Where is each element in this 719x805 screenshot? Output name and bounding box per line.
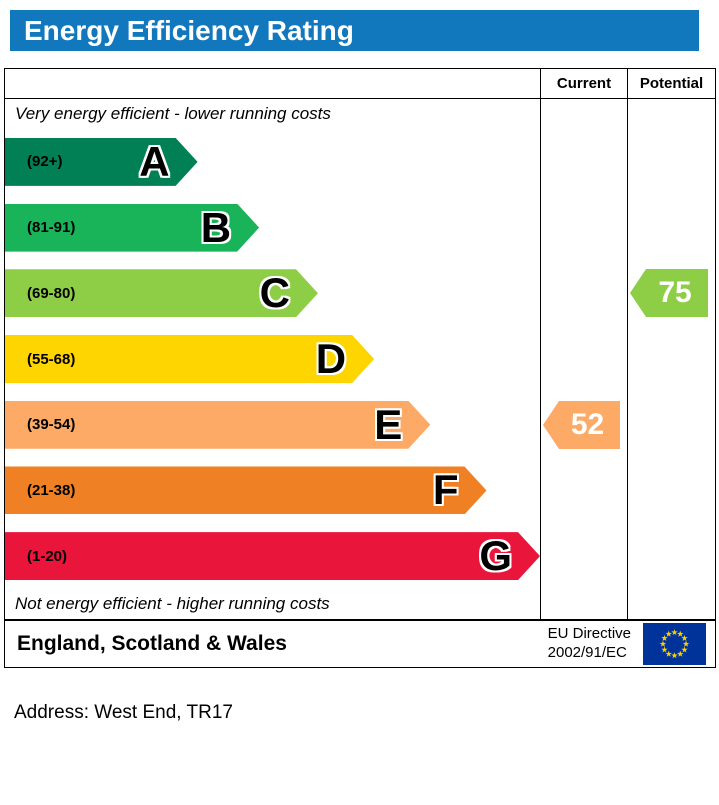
bottom-note: Not energy efficient - higher running co… [15,594,330,613]
current-column: 52 [540,99,627,619]
band-c-letter: C [259,269,290,317]
energy-rating-chart: Current Potential Very energy efficient … [4,68,716,620]
band-c-arrow: (69-80) C [5,269,318,317]
band-f-letter: F [432,466,459,514]
band-g-letter: G [479,532,512,580]
band-b-arrow: (81-91) B [5,204,259,252]
band-row-e: (39-54) E [5,392,540,458]
band-d-letter: D [315,335,347,383]
address-line: Address: West End, TR17 [14,702,233,723]
band-b-letter: B [200,203,232,251]
eu-flag-icon [643,623,706,665]
eu-directive-label: EU Directive 2002/91/EC [548,625,631,663]
chart-header-row: Current Potential [5,69,715,99]
band-list: (92+) A (81-91) B (69-80) C [5,129,540,589]
chart-body: Very energy efficient - lower running co… [5,99,715,619]
eu-directive-line1: EU Directive [547,625,631,643]
potential-rating-indicator: 75 [630,269,708,317]
band-b-range: (81-91) [27,219,76,237]
band-d-arrow: (55-68) D [5,335,374,383]
potential-rating-value: 75 [658,276,692,309]
band-d-range: (55-68) [27,350,76,368]
band-e-letter: E [374,400,403,448]
band-row-f: (21-38) F [5,458,540,524]
band-c-range: (69-80) [27,284,76,302]
page-title: Energy Efficiency Rating [24,14,354,46]
band-f-range: (21-38) [27,481,76,499]
band-g-range: (1-20) [27,547,68,565]
band-row-c: (69-80) C [5,260,540,326]
band-column: Very energy efficient - lower running co… [5,99,540,619]
chart-header-spacer [5,69,540,98]
band-row-b: (81-91) B [5,195,540,261]
band-row-a: (92+) A [5,129,540,195]
band-e-arrow: (39-54) E [5,401,430,449]
band-row-d: (55-68) D [5,326,540,392]
band-row-g: (1-20) G [5,523,540,589]
potential-column: 75 [627,99,715,619]
potential-column-header: Potential [627,69,715,98]
chart-footer: England, Scotland & Wales EU Directive 2… [4,620,716,668]
current-rating-value: 52 [570,408,605,441]
band-a-letter: A [139,137,170,185]
top-note: Very energy efficient - lower running co… [15,104,331,123]
region-label: England, Scotland & Wales [17,632,287,655]
current-column-header: Current [540,69,627,98]
band-e-range: (39-54) [27,416,76,434]
band-a-range: (92+) [27,153,63,171]
current-rating-indicator: 52 [543,401,620,449]
title-bar: Energy Efficiency Rating [10,10,699,51]
band-f-arrow: (21-38) F [5,466,487,514]
band-a-arrow: (92+) A [5,138,198,186]
eu-directive-line2: 2002/91/EC [547,644,627,661]
band-g-arrow: (1-20) G [5,532,540,580]
